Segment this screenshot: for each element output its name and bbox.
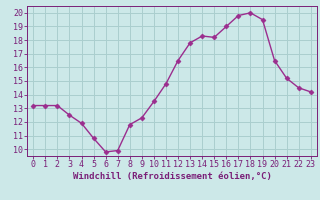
X-axis label: Windchill (Refroidissement éolien,°C): Windchill (Refroidissement éolien,°C) bbox=[73, 172, 271, 181]
